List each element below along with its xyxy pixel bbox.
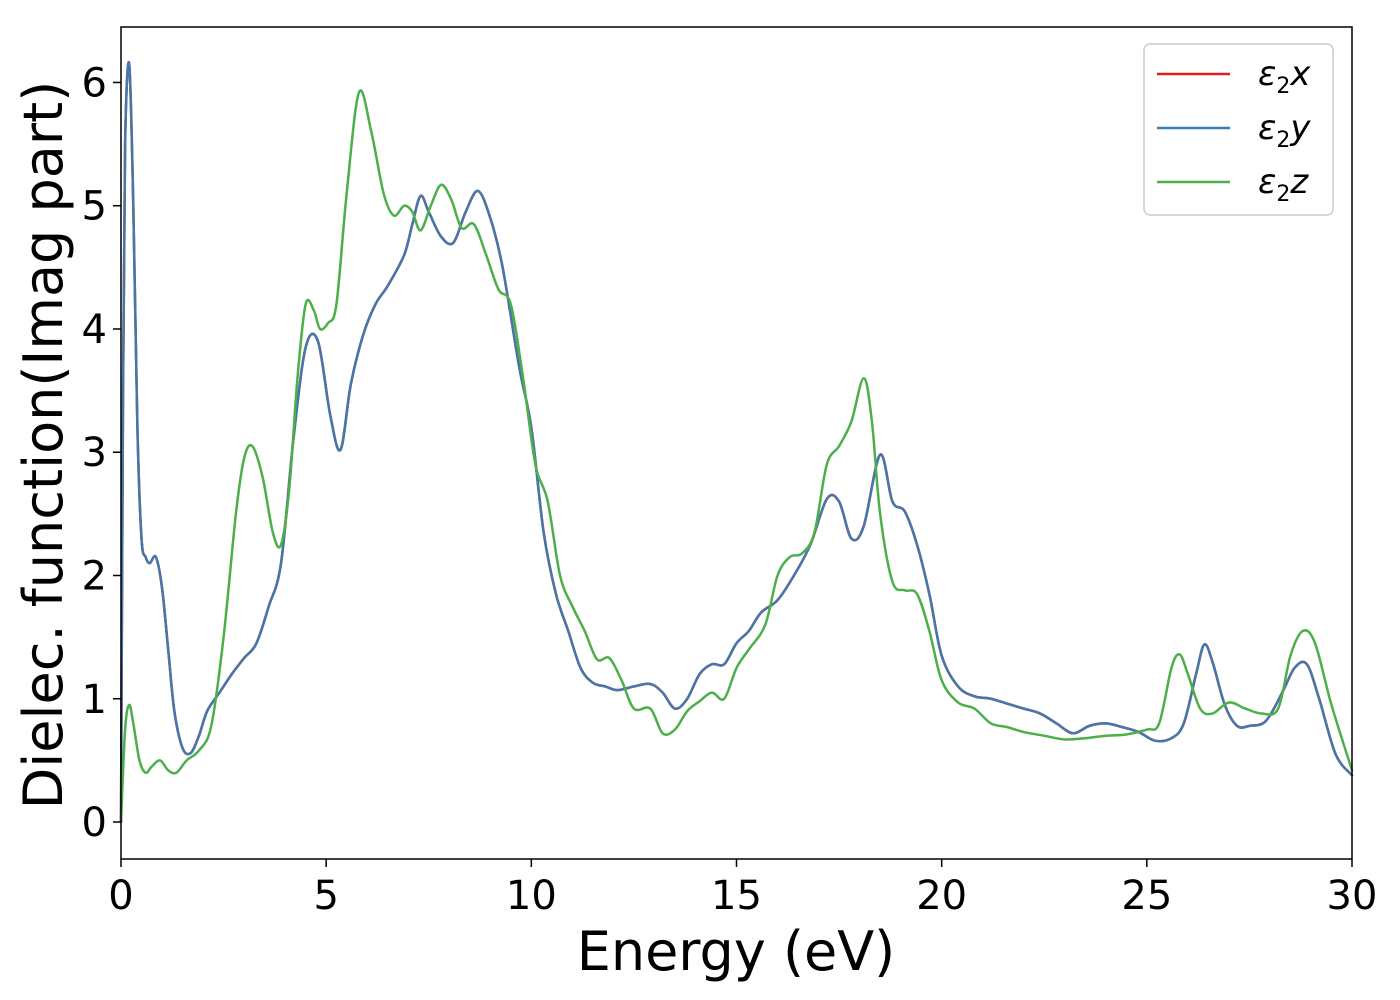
y-tick-label: 0 [82, 800, 107, 846]
legend-box [1143, 43, 1334, 216]
x-tick-label: 0 [108, 873, 133, 919]
legend-axis: y [1289, 108, 1311, 148]
legend-axis: x [1289, 54, 1311, 94]
series-line-3 [119, 89, 1354, 824]
legend-subscript: 2 [1276, 128, 1290, 153]
legend-epsilon: ε [1258, 108, 1276, 148]
y-tick-label: 6 [82, 60, 107, 106]
x-tick-label: 10 [506, 873, 557, 919]
x-tick-label: 20 [916, 873, 967, 919]
x-axis: 0 5 10 15 20 25 30 [108, 859, 1377, 919]
x-tick-label: 15 [711, 873, 762, 919]
y-tick-label: 2 [82, 554, 107, 600]
y-tick-label: 1 [82, 677, 107, 723]
legend-epsilon: ε [1258, 54, 1276, 94]
y-axis-title: Dielec. function(Imag part) [12, 81, 75, 810]
y-tick-label: 3 [82, 430, 107, 476]
x-tick-label: 30 [1327, 873, 1378, 919]
legend-label-z: ε2z [1258, 162, 1309, 207]
series-line-2 [119, 61, 1354, 824]
x-tick-label: 5 [313, 873, 338, 919]
legend-epsilon: ε [1258, 162, 1276, 202]
y-axis: 0 1 2 3 4 5 6 [82, 60, 121, 846]
series-layer [119, 61, 1354, 824]
legend-subscript: 2 [1276, 74, 1290, 99]
y-tick-label: 4 [82, 307, 107, 353]
x-tick-label: 25 [1121, 873, 1172, 919]
x-axis-title: Energy (eV) [577, 920, 896, 983]
legend-label-y: ε2y [1258, 108, 1311, 153]
legend-subscript: 2 [1276, 182, 1290, 207]
legend-label-x: ε2x [1258, 54, 1311, 99]
legend-axis: z [1289, 162, 1309, 202]
y-tick-label: 5 [82, 184, 107, 230]
